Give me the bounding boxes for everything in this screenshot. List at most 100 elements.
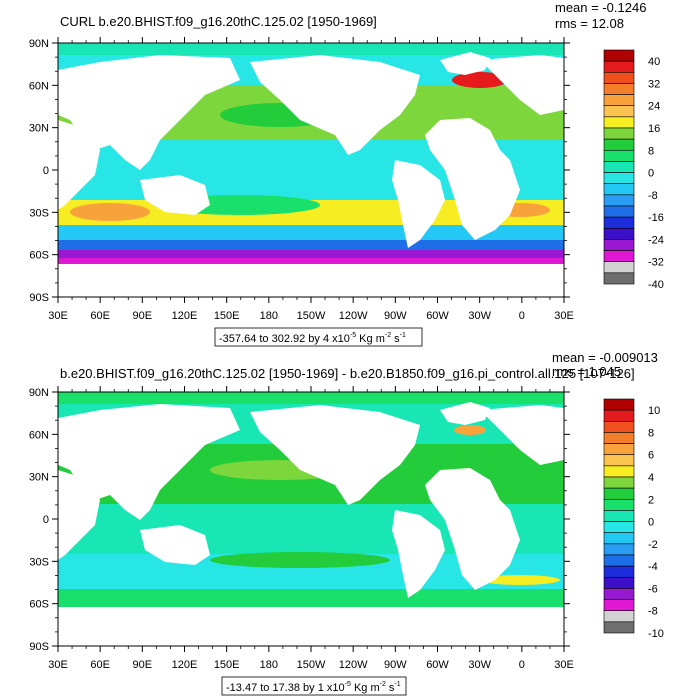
panel-bottom-field-acc — [58, 589, 564, 607]
colorbar-swatch — [603, 532, 635, 545]
y-tick-label: 90N — [29, 38, 49, 50]
colorbar-swatch — [603, 498, 635, 511]
colorbar-swatch — [603, 432, 635, 444]
panel-top-mean: mean = -0.1246 — [555, 0, 646, 15]
colorbar-swatch — [603, 261, 635, 274]
x-tick-label: 120W — [339, 659, 368, 671]
colorbar-swatch — [603, 476, 635, 489]
panel-bottom-field-northatlantic — [454, 425, 486, 435]
colorbar-swatch — [603, 183, 635, 196]
x-tick-label: 60E — [90, 310, 110, 322]
colorbar-swatch — [603, 510, 635, 522]
x-tick-label: 150W — [297, 310, 326, 322]
colorbar-swatch — [603, 272, 635, 285]
colorbar-swatch — [603, 138, 635, 151]
panel-bottom-land-australia — [140, 525, 210, 565]
x-tick-label: 30W — [468, 659, 491, 671]
panel-bottom-colorbar: 10 8 6 4 2 0 -2 -4 -6 -8 -10 — [603, 398, 664, 640]
colorbar-swatch — [603, 172, 635, 185]
colorbar-label: -16 — [648, 212, 664, 224]
x-tick-label: 180 — [260, 659, 278, 671]
panel-bottom-land-asia — [58, 404, 240, 520]
colorbar-label: -8 — [648, 606, 658, 618]
x-tick-label: 180 — [260, 310, 278, 322]
panel-top-land-greenland — [440, 52, 490, 75]
colorbar-swatch — [603, 227, 635, 240]
colorbar-swatch — [603, 565, 635, 578]
colorbar-swatch — [603, 454, 635, 467]
panel-top-field-midlat-s — [58, 225, 564, 240]
y-tick-label: 0 — [43, 165, 49, 177]
colorbar-swatch — [603, 149, 635, 162]
panel-top-field-arctic — [58, 43, 564, 55]
panel-top-land-africa — [425, 118, 520, 240]
y-tick-label: 0 — [43, 514, 49, 526]
colorbar-swatch — [603, 71, 635, 84]
colorbar-label: -6 — [648, 583, 658, 595]
colorbar-label: -40 — [648, 279, 664, 291]
x-tick-label: 120E — [172, 659, 198, 671]
x-tick-label: 60E — [90, 659, 110, 671]
x-tick-label: 30E — [48, 310, 68, 322]
panel-top-field-acc-core — [58, 250, 564, 258]
y-tick-label: 90S — [29, 292, 49, 304]
colorbar-swatch — [603, 60, 635, 73]
colorbar-swatch — [603, 216, 635, 229]
panel-top-land-australia — [140, 175, 210, 215]
panel-bottom-land-south-america — [392, 510, 445, 598]
y-tick-label: 30N — [29, 472, 49, 484]
x-tick-label: 150E — [214, 310, 240, 322]
colorbar-label: 8 — [648, 427, 654, 439]
colorbar-swatch — [603, 161, 635, 173]
colorbar-swatch — [603, 49, 635, 62]
colorbar-swatch — [603, 116, 635, 129]
x-tick-label: 30E — [554, 659, 574, 671]
panel-top-title: CURL b.e20.BHIST.f09_g16.20thC.125.02 [1… — [60, 14, 377, 29]
y-tick-label: 30S — [29, 207, 49, 219]
x-tick-label: 150W — [297, 659, 326, 671]
colorbar-swatch — [603, 398, 635, 411]
panel-top-field-hotspot-northatlantic — [452, 72, 508, 88]
colorbar-swatch — [603, 194, 635, 207]
y-tick-label: 30N — [29, 123, 49, 135]
colorbar-label: 32 — [648, 78, 660, 90]
panel-top-land-asia — [58, 55, 240, 170]
panel-top-land-antarctica — [58, 264, 564, 297]
y-tick-label: 60N — [29, 429, 49, 441]
panel-bottom-axes: 90N 60N 30N 0 30S 60S 90S 30E 60E 90E 120E 150E 180 1… — [29, 386, 574, 671]
y-tick-label: 90S — [29, 641, 49, 653]
x-tick-label: 150E — [214, 659, 240, 671]
colorbar-label: -32 — [648, 257, 664, 269]
x-tick-label: 90E — [133, 310, 153, 322]
colorbar-swatch — [603, 610, 635, 623]
x-tick-label: 0 — [519, 659, 525, 671]
colorbar-swatch — [603, 621, 635, 634]
panel-top-field-acc — [58, 240, 564, 250]
panel-top-land-europe — [480, 55, 564, 115]
colorbar-swatch — [603, 487, 635, 500]
colorbar-swatch — [603, 588, 635, 600]
y-tick-label: 60N — [29, 80, 49, 92]
x-tick-label: 0 — [519, 310, 525, 322]
y-tick-label: 90N — [29, 387, 49, 399]
colorbar-swatch — [603, 443, 635, 456]
x-tick-label: 90W — [384, 659, 407, 671]
x-tick-label: 90W — [384, 310, 407, 322]
panel-bottom-range-frame — [221, 676, 407, 696]
colorbar-label: -24 — [648, 234, 664, 246]
colorbar-swatch — [603, 105, 635, 118]
colorbar-swatch — [603, 205, 635, 218]
panel-bottom-land-greenland — [440, 402, 490, 425]
x-tick-label: 30E — [554, 310, 574, 322]
panel-bottom-land — [58, 402, 564, 646]
panel-bottom: b.e20.BHIST.f09_g16.20thC.125.02 [1950-1… — [29, 350, 664, 696]
x-tick-label: 120W — [339, 310, 368, 322]
panel-top-land-north-america — [250, 55, 420, 155]
colorbar-swatch — [603, 465, 635, 478]
panel-top-field-hotspot-indian — [70, 203, 150, 221]
panel-top-range-frame — [214, 327, 423, 347]
colorbar-swatch — [603, 420, 635, 433]
x-tick-label: 120E — [172, 310, 198, 322]
panel-top-range-label: -357.64 to 302.92 by 4 x10-5 Kg m-2 s-1 — [219, 332, 406, 345]
